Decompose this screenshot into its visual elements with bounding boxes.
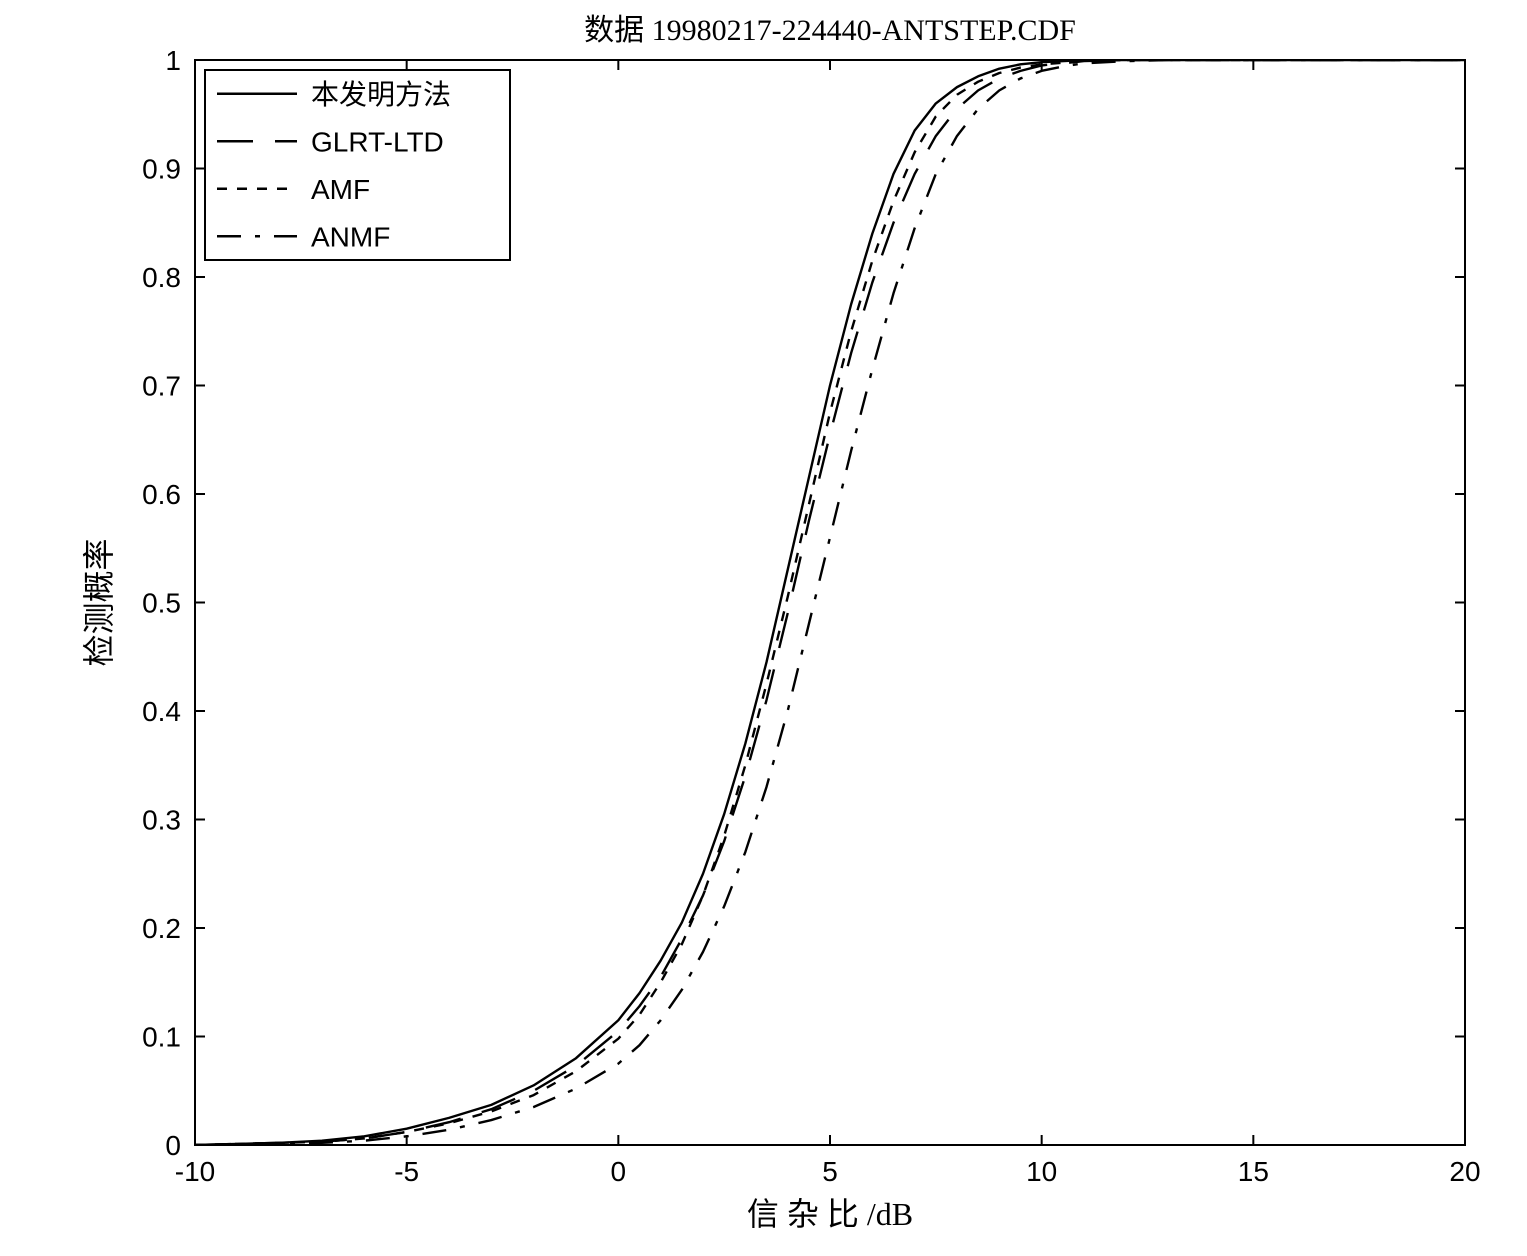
- svg-text:0.3: 0.3: [142, 805, 181, 836]
- svg-text:5: 5: [822, 1156, 838, 1187]
- detection-probability-chart: -10-50510152000.10.20.30.40.50.60.70.80.…: [0, 0, 1527, 1256]
- svg-text:0.1: 0.1: [142, 1022, 181, 1053]
- svg-text:0.7: 0.7: [142, 371, 181, 402]
- svg-text:0.5: 0.5: [142, 588, 181, 619]
- svg-text:0.9: 0.9: [142, 154, 181, 185]
- svg-text:0.8: 0.8: [142, 262, 181, 293]
- svg-text:20: 20: [1449, 1156, 1480, 1187]
- svg-text:0.6: 0.6: [142, 479, 181, 510]
- legend-label-anmf: ANMF: [311, 221, 390, 252]
- svg-text:数据 19980217-224440-ANTSTEP.CDF: 数据 19980217-224440-ANTSTEP.CDF: [584, 14, 1076, 47]
- svg-text:检测概率: 检测概率: [81, 538, 117, 666]
- legend-label-method: 本发明方法: [311, 79, 451, 110]
- svg-text:-5: -5: [394, 1156, 419, 1187]
- svg-text:0.4: 0.4: [142, 696, 181, 727]
- svg-text:1: 1: [165, 45, 181, 76]
- chart-svg: -10-50510152000.10.20.30.40.50.60.70.80.…: [0, 0, 1527, 1256]
- svg-text:15: 15: [1238, 1156, 1269, 1187]
- svg-text:0: 0: [165, 1130, 181, 1161]
- svg-text:信 杂 比 /dB: 信 杂 比 /dB: [747, 1196, 913, 1232]
- svg-text:10: 10: [1026, 1156, 1057, 1187]
- svg-text:0: 0: [611, 1156, 627, 1187]
- legend-label-glrt: GLRT-LTD: [311, 126, 444, 157]
- svg-text:0.2: 0.2: [142, 913, 181, 944]
- legend-label-amf: AMF: [311, 174, 370, 205]
